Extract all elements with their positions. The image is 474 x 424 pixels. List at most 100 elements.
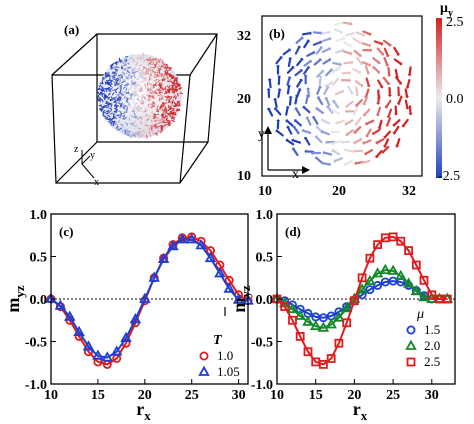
sphere-spin: [175, 79, 178, 83]
spin-arrowhead: [344, 109, 347, 114]
sphere-spin: [145, 113, 148, 118]
colorbar-tick-zero: 0.0: [446, 92, 464, 107]
sphere-spin: [115, 125, 119, 129]
sphere-spin: [117, 74, 121, 78]
spin-arrow: [285, 106, 289, 116]
spin-arrow: [387, 66, 391, 77]
spin-arrowhead: [362, 102, 367, 106]
sphere-spin: [171, 115, 174, 119]
spin-arrowhead: [387, 95, 393, 97]
sphere-spin: [151, 111, 155, 115]
sphere-spin: [123, 90, 127, 95]
spin-arrowhead: [275, 129, 279, 133]
sphere-spin: [109, 112, 114, 115]
b-y-label: y: [258, 127, 265, 142]
sphere-spin: [136, 97, 140, 101]
spin-arrowhead: [304, 149, 307, 154]
sphere-spin: [131, 110, 135, 113]
sphere-spin: [117, 86, 121, 90]
sphere-spin: [153, 60, 157, 63]
spin-arrowhead: [321, 161, 324, 166]
data-point-2.5: [342, 318, 352, 328]
sphere-spin: [140, 97, 143, 101]
spin-arrowhead: [315, 156, 319, 160]
panel-a-label: (a): [64, 22, 79, 37]
spin-arrowhead: [318, 58, 322, 62]
data-point-2.0: [325, 318, 337, 329]
data-point-1.05: [195, 239, 207, 250]
spin-arrow: [393, 119, 401, 127]
sphere-spin: [152, 61, 155, 65]
y-axis-label: myz: [229, 285, 253, 313]
spin-arrowhead: [349, 78, 351, 83]
colorbar-tick-min: -2.5: [438, 169, 460, 184]
sphere-spin: [98, 84, 102, 88]
sphere-spin: [142, 96, 146, 100]
spin-arrow: [365, 88, 370, 98]
sphere-spin: [140, 101, 142, 105]
data-point-2.0: [294, 309, 306, 320]
spin-arrow: [343, 41, 352, 48]
spin-arrow: [291, 139, 301, 144]
data-point-1.05: [82, 340, 95, 351]
sphere-spin: [114, 83, 118, 87]
spin-arrow: [302, 129, 312, 134]
spin-arrow: [376, 138, 385, 144]
spin-arrowhead: [405, 107, 410, 110]
spin-arrowhead: [330, 141, 334, 146]
sphere-spin: [117, 98, 121, 102]
spin-arrowhead: [335, 120, 338, 125]
sphere-spin: [115, 87, 119, 91]
data-point-1.05: [204, 251, 217, 263]
b-x-arrowhead: [302, 166, 310, 174]
spin-arrow: [352, 67, 361, 74]
spin-arrowhead: [315, 106, 319, 111]
spin-arrow: [355, 56, 363, 65]
spin-arrow: [325, 97, 331, 107]
sphere-spin: [113, 66, 117, 69]
spin-arrowhead: [384, 105, 389, 109]
spin-arrow: [305, 95, 309, 105]
data-point-1.05: [214, 267, 226, 278]
spin-arrow: [285, 119, 294, 127]
spin-arrow: [362, 30, 372, 36]
sphere-spin: [150, 126, 153, 130]
spin-arrow: [352, 37, 361, 44]
sphere-spin: [104, 71, 107, 76]
spin-arrowhead: [297, 45, 302, 49]
sphere-spin: [158, 72, 163, 75]
data-point-1.05: [129, 313, 142, 324]
sphere-spin: [137, 84, 141, 87]
spin-arrow: [366, 128, 372, 137]
sphere-spin: [109, 83, 112, 88]
spin-arrow: [354, 126, 362, 134]
sphere-spin: [161, 61, 165, 65]
spin-arrow: [363, 108, 371, 117]
colorbar-label: μy: [440, 1, 453, 19]
sphere-spin: [126, 70, 130, 74]
x-tick-label: 30: [232, 388, 246, 403]
spin-arrowhead: [306, 66, 311, 69]
sphere-spin: [123, 105, 126, 110]
data-point-1.05: [232, 293, 245, 304]
sphere-spin: [159, 121, 163, 124]
spin-arrow: [382, 145, 390, 154]
sphere-spin: [151, 95, 155, 99]
sphere-spin: [144, 83, 147, 87]
spin-arrowhead: [340, 30, 343, 35]
b-xtick-right: 32: [402, 184, 416, 199]
spin-arrowhead: [379, 85, 384, 89]
data-point-2.0: [418, 290, 430, 302]
legend-label-1.5: 1.5: [424, 322, 440, 337]
sphere-spin: [110, 103, 113, 108]
sphere-spin: [129, 54, 134, 56]
spin-arrowhead: [330, 80, 334, 85]
sphere-spin: [174, 78, 178, 82]
sphere-spin: [102, 88, 106, 93]
sphere-spin: [113, 112, 116, 116]
sphere-spin: [160, 97, 164, 101]
spin-arrowhead: [285, 138, 289, 143]
sphere-spin: [139, 121, 143, 125]
spin-arrow: [286, 126, 293, 135]
sphere-spin: [119, 88, 122, 92]
